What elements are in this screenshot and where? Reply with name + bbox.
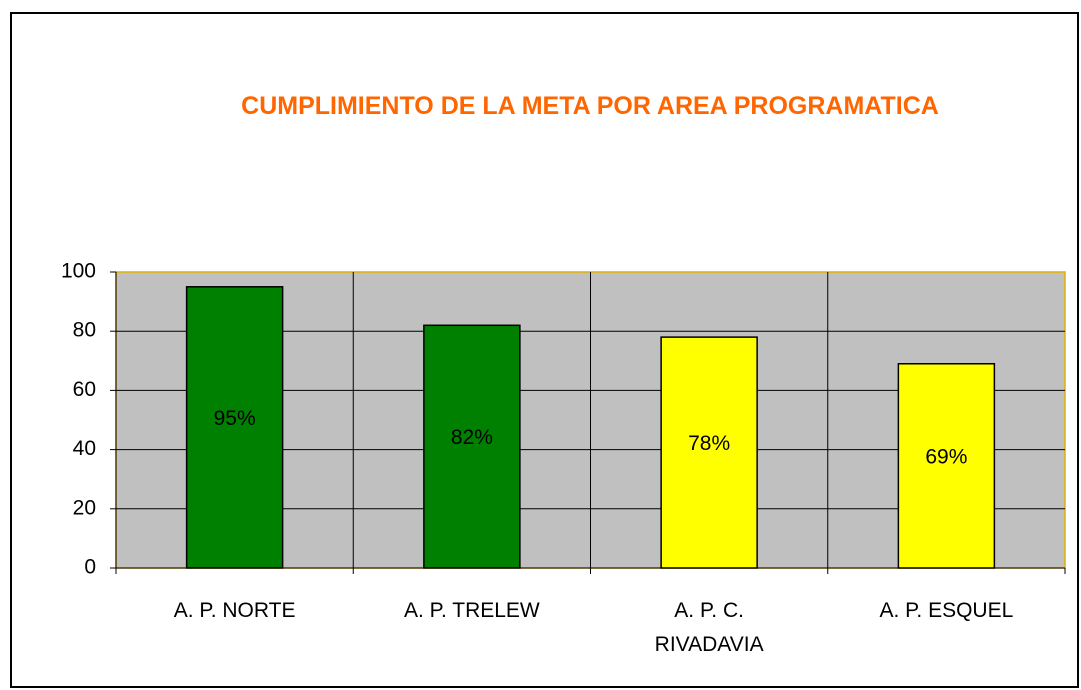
data-label: 95% bbox=[214, 407, 256, 430]
data-label: 78% bbox=[688, 432, 730, 455]
bar bbox=[185, 286, 284, 569]
chart-title: CUMPLIMIENTO DE LA META POR AREA PROGRAM… bbox=[241, 92, 939, 120]
y-tick-label: 100 bbox=[61, 260, 96, 283]
y-tick-label: 80 bbox=[73, 319, 96, 342]
x-tick-label: A. P. ESQUEL bbox=[879, 599, 1014, 622]
x-tick-label: A. P. TRELEW bbox=[403, 599, 540, 622]
data-label: 69% bbox=[925, 445, 967, 468]
bar bbox=[423, 324, 521, 569]
x-tick-label: A. P. NORTE bbox=[173, 599, 296, 622]
y-tick-label: 60 bbox=[73, 378, 96, 401]
y-tick-label: 0 bbox=[84, 556, 96, 579]
bar bbox=[660, 336, 758, 569]
bar bbox=[897, 363, 996, 569]
chart-frame bbox=[10, 12, 1079, 688]
y-tick-label: 40 bbox=[73, 437, 96, 460]
x-tick-label: A. P. C. RIVADAVIA bbox=[654, 599, 764, 656]
y-tick-label: 20 bbox=[73, 496, 96, 519]
data-label: 82% bbox=[451, 426, 493, 449]
